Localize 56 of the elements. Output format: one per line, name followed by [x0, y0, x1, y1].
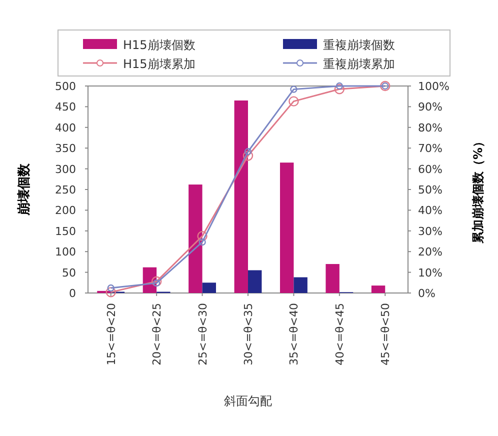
- point: [152, 279, 160, 287]
- legend-label: 重複崩壊個数: [323, 38, 395, 52]
- bar: [202, 282, 216, 293]
- x-tick-label: 25<=θ<30: [196, 303, 210, 366]
- y-axis-title: 崩壊個数: [17, 162, 32, 216]
- point: [288, 96, 299, 106]
- point: [107, 284, 114, 292]
- y-tick-label: 300: [55, 162, 76, 176]
- x-tick-label: 15<=θ<20: [104, 303, 118, 366]
- bar: [188, 184, 202, 293]
- y2-tick-label: 60%: [418, 162, 442, 176]
- point: [197, 230, 208, 242]
- point: [151, 276, 162, 287]
- x-tick-label: 20<=θ<25: [150, 303, 164, 366]
- x-tick-label: 35<=θ<40: [288, 303, 301, 366]
- y2-tick-label: 0%: [418, 287, 436, 300]
- y-tick-label: 500: [55, 80, 76, 93]
- y2-tick-label: 90%: [418, 100, 442, 114]
- x-axis-title: 斜面勾配: [224, 394, 272, 408]
- y-tick-label: 250: [55, 184, 76, 196]
- y-tick-label: 150: [55, 224, 76, 238]
- legend-label: H15崩壊個数: [123, 38, 196, 52]
- y-tick-label: 450: [55, 100, 76, 114]
- legend-label: 重複崩壊累加: [323, 57, 395, 71]
- y-tick-label: 100: [55, 246, 76, 259]
- x-tick-label: 45<=θ<50: [379, 303, 392, 366]
- bar: [234, 100, 248, 293]
- y2-tick-label: 100%: [418, 80, 450, 93]
- y-tick-label: 350: [55, 142, 76, 156]
- x-tick-label: 30<=θ<35: [242, 303, 255, 366]
- y2-tick-label: 70%: [418, 142, 442, 156]
- y2-tick-label: 30%: [418, 224, 442, 238]
- point: [106, 287, 116, 298]
- bar: [248, 270, 262, 293]
- y-tick-label: 0: [69, 287, 76, 300]
- y2-tick-label: 50%: [418, 184, 442, 196]
- x-tick-label: 40<=θ<45: [333, 303, 346, 366]
- bar: [326, 264, 340, 293]
- y2-tick-label: 40%: [418, 204, 442, 218]
- bar: [280, 162, 294, 293]
- y-tick-label: 200: [55, 204, 76, 218]
- point: [198, 238, 206, 246]
- point: [242, 150, 254, 161]
- y-tick-label: 50: [62, 266, 76, 280]
- bar: [294, 277, 308, 293]
- point: [290, 86, 298, 93]
- y2-tick-label: 80%: [418, 121, 442, 134]
- point: [336, 82, 344, 90]
- point: [334, 84, 345, 94]
- y-tick-label: 400: [55, 121, 76, 134]
- y2-axis-title: 累加崩壊個数（%）: [471, 135, 485, 245]
- point: [244, 148, 252, 156]
- y2-tick-label: 10%: [418, 266, 442, 280]
- y2-tick-label: 20%: [418, 246, 442, 259]
- bar: [371, 286, 386, 293]
- legend-label: H15崩壊累加: [123, 57, 196, 71]
